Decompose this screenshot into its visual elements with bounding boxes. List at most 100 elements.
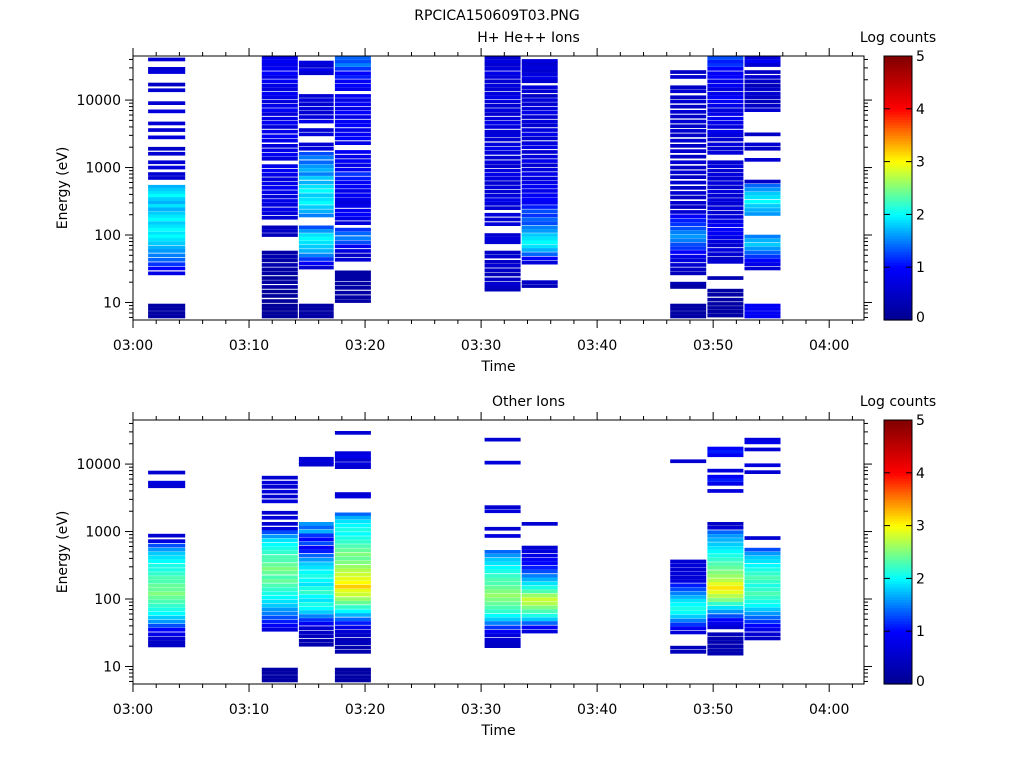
heatmap-cell bbox=[334, 556, 371, 561]
colorbar-swatch bbox=[884, 422, 912, 426]
heatmap-cell bbox=[334, 576, 371, 581]
heatmap-cell bbox=[334, 253, 371, 258]
heatmap-cell bbox=[707, 252, 744, 256]
heatmap-cell bbox=[298, 253, 334, 258]
colorbar-swatch bbox=[884, 206, 912, 210]
colorbar-swatch bbox=[884, 201, 912, 205]
heatmap-cell bbox=[334, 588, 371, 593]
x-tick-label: 03:40 bbox=[577, 702, 617, 718]
heatmap-cell bbox=[148, 307, 186, 311]
heatmap-cell bbox=[670, 281, 707, 286]
heatmap-cell bbox=[670, 645, 707, 650]
heatmap-cell bbox=[334, 299, 371, 303]
heatmap-cell bbox=[484, 240, 521, 245]
heatmap-cell bbox=[744, 611, 781, 616]
heatmap-cell bbox=[744, 555, 781, 560]
heatmap-cell bbox=[334, 180, 371, 185]
heatmap-cell bbox=[261, 534, 298, 539]
heatmap-cell bbox=[707, 63, 744, 67]
heatmap-cell bbox=[261, 63, 298, 67]
colorbar-swatch bbox=[884, 536, 912, 540]
heatmap-cell bbox=[334, 605, 371, 609]
colorbar-swatch bbox=[884, 517, 912, 521]
heatmap-cell bbox=[707, 625, 744, 630]
heatmap-cell bbox=[261, 499, 298, 504]
heatmap-cell bbox=[521, 136, 558, 141]
heatmap-cell bbox=[707, 95, 744, 100]
colorbar-swatch bbox=[884, 224, 912, 229]
heatmap-cell bbox=[670, 234, 707, 239]
heatmap-cell bbox=[484, 260, 521, 264]
heatmap-cell bbox=[670, 85, 707, 90]
heatmap-cell bbox=[334, 94, 371, 98]
heatmap-cell bbox=[298, 209, 334, 214]
heatmap-cell bbox=[484, 437, 521, 442]
heatmap-cell bbox=[148, 551, 186, 556]
colorbar-swatch bbox=[884, 114, 912, 118]
heatmap-cell bbox=[707, 313, 744, 318]
heatmap-cell bbox=[334, 141, 371, 145]
colorbar-swatch bbox=[884, 528, 912, 532]
heatmap-cell bbox=[484, 173, 521, 177]
heatmap-cell bbox=[298, 180, 334, 185]
colorbar-swatch bbox=[884, 195, 912, 200]
heatmap-cell bbox=[148, 211, 186, 216]
heatmap-cell bbox=[261, 104, 298, 108]
heatmap-cell bbox=[334, 671, 371, 675]
colorbar-swatch bbox=[884, 557, 912, 561]
colorbar-tick-label: 0 bbox=[916, 310, 925, 326]
heatmap-cell bbox=[707, 582, 744, 586]
colorbar-swatch bbox=[884, 623, 912, 627]
colorbar-swatch bbox=[884, 507, 912, 511]
heatmap-cell bbox=[670, 218, 707, 223]
heatmap-cell bbox=[298, 614, 334, 618]
heatmap-cell bbox=[484, 108, 521, 112]
heatmap-cell bbox=[670, 175, 707, 179]
heatmap-cell bbox=[298, 574, 334, 578]
colorbar-swatch bbox=[884, 670, 912, 675]
heatmap-cell bbox=[744, 212, 781, 216]
heatmap-cell bbox=[707, 227, 744, 232]
heatmap-cell bbox=[744, 132, 781, 137]
heatmap-cell bbox=[298, 94, 334, 98]
heatmap-cell bbox=[261, 530, 298, 534]
heatmap-cell bbox=[670, 606, 707, 611]
heatmap-cell bbox=[484, 553, 521, 558]
heatmap-cell bbox=[484, 534, 521, 538]
heatmap-cell bbox=[148, 533, 186, 538]
heatmap-cell bbox=[707, 104, 744, 108]
heatmap-cell bbox=[484, 222, 521, 226]
heatmap-cell bbox=[521, 601, 558, 606]
heatmap-cell bbox=[744, 564, 781, 568]
colorbar-swatch bbox=[884, 610, 912, 614]
heatmap-cell bbox=[707, 606, 744, 610]
heatmap-cell bbox=[707, 189, 744, 194]
heatmap-cell bbox=[261, 116, 298, 121]
heatmap-cell bbox=[298, 537, 334, 542]
heatmap-cell bbox=[707, 177, 744, 181]
heatmap-cell bbox=[670, 263, 707, 267]
heatmap-cell bbox=[298, 590, 334, 595]
colorbar-swatch bbox=[884, 116, 912, 120]
heatmap-cell bbox=[148, 595, 186, 600]
heatmap-cell bbox=[334, 150, 371, 154]
heatmap-cell bbox=[744, 303, 781, 308]
colorbar-swatch bbox=[884, 599, 912, 603]
heatmap-cell bbox=[334, 201, 371, 205]
heatmap-cell bbox=[521, 609, 558, 613]
heatmap-cell bbox=[298, 102, 334, 106]
heatmap-cell bbox=[148, 314, 186, 319]
heatmap-cell bbox=[334, 136, 371, 141]
heatmap-cell bbox=[484, 577, 521, 582]
heatmap-cell bbox=[521, 597, 558, 602]
heatmap-cell bbox=[298, 98, 334, 102]
colorbar-swatch bbox=[884, 243, 912, 247]
heatmap-cell bbox=[707, 450, 744, 454]
heatmap-cell bbox=[298, 184, 334, 189]
colorbar-swatch bbox=[884, 430, 912, 434]
heatmap-cell bbox=[521, 229, 558, 233]
heatmap-cell bbox=[670, 303, 707, 308]
colorbar-swatch bbox=[884, 227, 912, 231]
heatmap-cell bbox=[521, 280, 558, 284]
colorbar-swatch bbox=[884, 512, 912, 516]
